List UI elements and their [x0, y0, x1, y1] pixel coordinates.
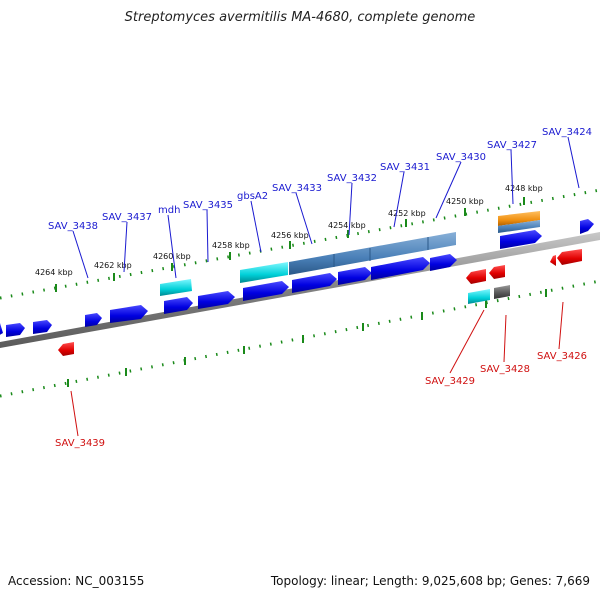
leader-line: [393, 171, 405, 228]
leader-line: [435, 161, 462, 219]
leader-line: [72, 230, 89, 279]
gene-label[interactable]: SAV_3428: [480, 364, 530, 375]
gene-label[interactable]: SAV_3432: [327, 173, 377, 184]
scale-label: 4256 kbp: [271, 231, 309, 240]
leader-line: [449, 309, 485, 374]
scale-label: 4264 kbp: [35, 268, 73, 277]
accession-text: Accession: NC_003155: [8, 574, 145, 588]
leader-line: [503, 314, 507, 363]
leader-line: [250, 200, 262, 253]
scale-label: 4260 kbp: [153, 252, 191, 261]
cyan-feature-gbsA2[interactable]: [240, 262, 288, 283]
scale-label: 4258 kbp: [212, 241, 250, 250]
gene-label[interactable]: SAV_3438: [48, 221, 98, 232]
forward-gene-arrow[interactable]: [85, 313, 102, 327]
gene-label[interactable]: SAV_3433: [272, 183, 322, 194]
reverse-leader-lines: [70, 301, 564, 437]
gray-feature-sav3428[interactable]: [494, 285, 510, 299]
forward-gene-arrow[interactable]: [198, 291, 235, 309]
steelblue-feature-small[interactable]: [498, 220, 540, 233]
forward-gene-arrow[interactable]: [33, 320, 52, 334]
forward-gene-arrow[interactable]: [500, 230, 542, 249]
gene-label[interactable]: SAV_3429: [425, 376, 475, 387]
forward-gene-arrow[interactable]: [371, 257, 430, 280]
reverse-gene-arrow[interactable]: [557, 249, 582, 265]
genome-title: Streptomyces avermitilis MA-4680, comple…: [124, 10, 476, 25]
forward-gene-arrow[interactable]: [338, 267, 372, 285]
scale-label: 4262 kbp: [94, 261, 132, 270]
gene-label[interactable]: SAV_3427: [487, 140, 537, 151]
leader-line: [567, 136, 580, 189]
scale-label: 4250 kbp: [446, 197, 484, 206]
cyan-feature-sav3429[interactable]: [468, 289, 490, 304]
reverse-gene-track: [58, 249, 582, 356]
scale-label: 4254 kbp: [328, 221, 366, 230]
leader-line: [206, 209, 209, 263]
gene-label[interactable]: SAV_3435: [183, 200, 233, 211]
steelblue-feature[interactable]: [289, 232, 456, 275]
forward-gene-arrow[interactable]: [430, 254, 457, 271]
forward-gene-arrow[interactable]: [580, 219, 594, 234]
forward-leader-lines: [72, 136, 580, 279]
leader-line: [70, 390, 79, 437]
gene-label[interactable]: SAV_3431: [380, 162, 430, 173]
leader-line: [510, 149, 514, 205]
forward-gene-track: [0, 219, 594, 337]
forward-gene-arrow[interactable]: [292, 273, 337, 293]
forward-gene-arrow[interactable]: [164, 297, 193, 314]
genome-summary-text: Topology: linear; Length: 9,025,608 bp; …: [270, 574, 590, 588]
leader-line: [295, 192, 313, 245]
scale-label: 4248 kbp: [505, 184, 543, 193]
reverse-gene-arrow[interactable]: [58, 342, 74, 356]
major-ticks-lower: [67, 289, 547, 387]
leader-line: [558, 301, 564, 350]
forward-gene-arrow[interactable]: [243, 281, 289, 301]
forward-gene-arrow[interactable]: [110, 305, 148, 323]
gene-label[interactable]: SAV_3437: [102, 212, 152, 223]
major-ticks-upper: [55, 197, 525, 292]
cyan-feature-mdh[interactable]: [160, 279, 192, 296]
scale-label: 4252 kbp: [388, 209, 426, 218]
gene-label[interactable]: SAV_3430: [436, 152, 486, 163]
leader-line: [123, 221, 128, 273]
leader-line: [167, 214, 177, 279]
lower-tick-track: [0, 279, 600, 398]
gene-label[interactable]: SAV_3424: [542, 127, 592, 138]
gene-label[interactable]: SAV_3439: [55, 438, 105, 449]
gene-label[interactable]: mdh: [158, 205, 180, 216]
gene-label[interactable]: gbsA2: [237, 191, 268, 202]
forward-gene-arrow[interactable]: [6, 323, 25, 337]
reverse-gene-arrow[interactable]: [489, 265, 505, 279]
gene-label[interactable]: SAV_3426: [537, 351, 587, 362]
reverse-gene-arrow[interactable]: [550, 255, 556, 266]
forward-gene-arrow[interactable]: [0, 323, 3, 336]
orange-feature[interactable]: [498, 211, 540, 226]
reverse-gene-arrow[interactable]: [466, 269, 486, 284]
leader-line: [348, 182, 353, 236]
feature-track: [160, 211, 540, 296]
